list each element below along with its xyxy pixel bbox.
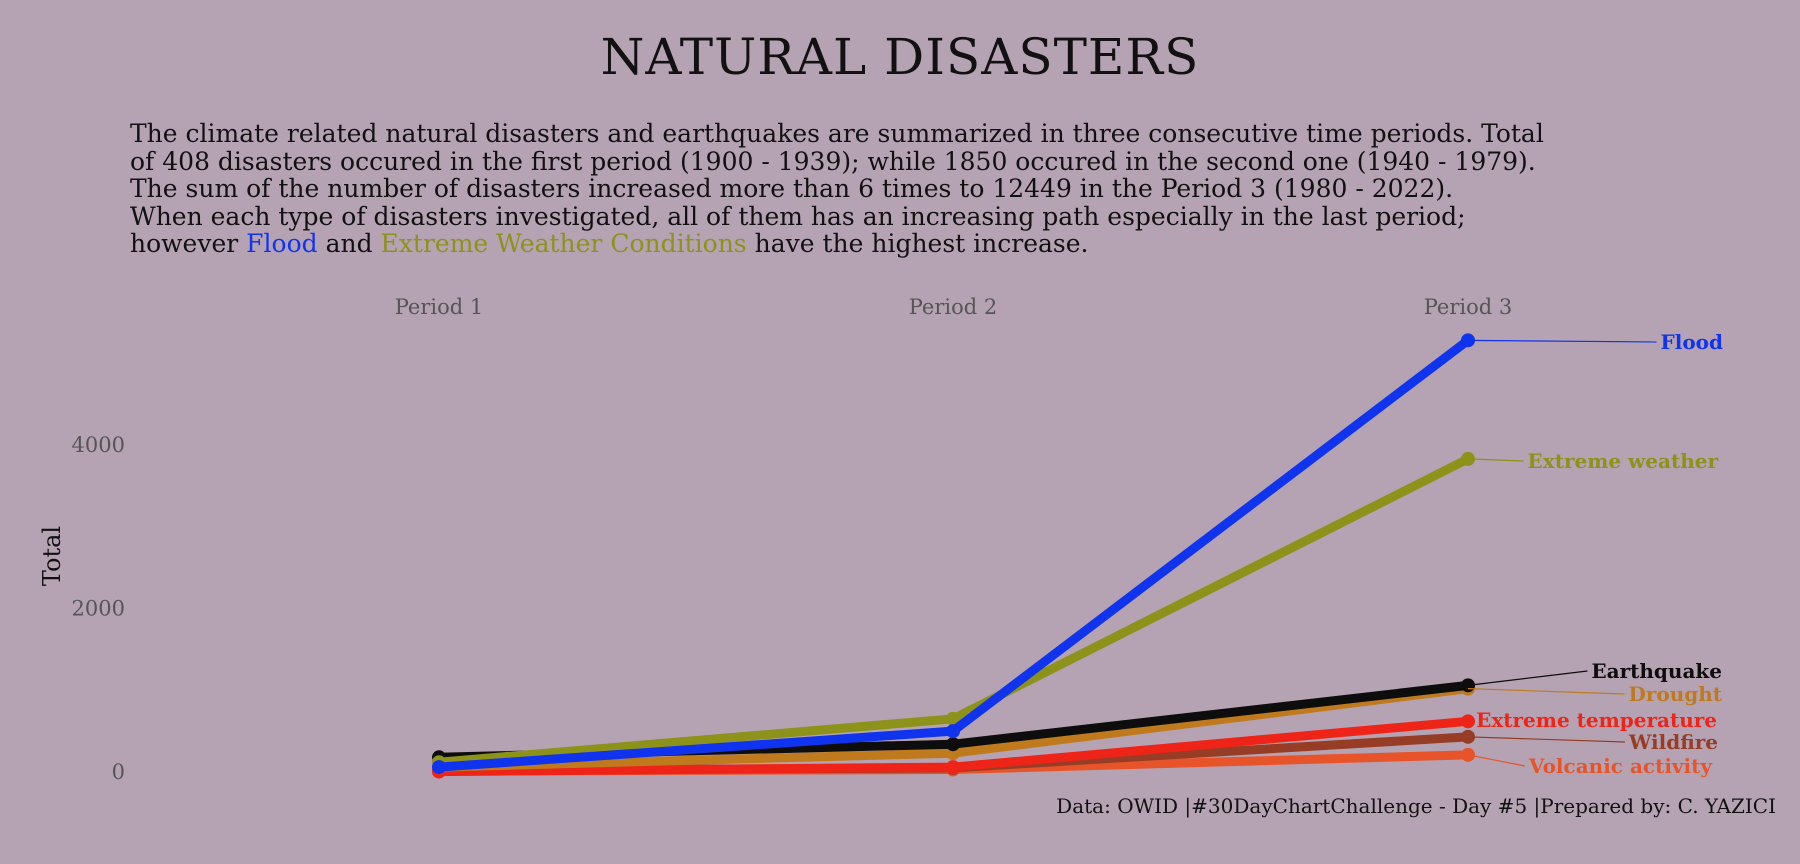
data-point [946, 724, 960, 739]
series-label: Drought [1628, 682, 1722, 706]
series-label: Wildfire [1628, 730, 1718, 754]
label-leader-line [1467, 719, 1473, 722]
y-tick-label: 2000 [72, 597, 125, 621]
subtitle-tail: have the highest increase. [754, 229, 1089, 258]
subtitle-line-5: however Flood and Extreme Weather Condit… [130, 230, 1710, 258]
subtitle-however: however [130, 229, 239, 258]
data-point [946, 711, 960, 726]
chart-title: NATURAL DISASTERS [600, 28, 1200, 86]
subtitle-line-4: When each type of disasters investigated… [130, 201, 1466, 231]
data-point [946, 760, 960, 775]
subtitle-line-2: of 408 disasters occured in the first pe… [130, 146, 1536, 176]
series-label: Earthquake [1591, 659, 1722, 683]
chart-subtitle: The climate related natural disasters an… [130, 120, 1710, 258]
y-tick-label: 0 [112, 760, 125, 784]
label-leader-line [1467, 736, 1625, 743]
label-leader-line [1467, 754, 1526, 767]
x-tick-label: Period 3 [1424, 295, 1513, 319]
subtitle-flood-highlight: Flood [246, 229, 318, 258]
series-label: Flood [1661, 330, 1723, 354]
label-leader-line [1467, 458, 1524, 462]
y-tick-label: 4000 [72, 433, 125, 457]
data-point [432, 760, 446, 775]
subtitle-line-1: The climate related natural disasters an… [130, 119, 1544, 148]
series-label: Extreme temperature [1476, 708, 1717, 732]
data-point [946, 737, 960, 752]
subtitle-weather-highlight: Extreme Weather Conditions [380, 229, 747, 258]
label-leader-line [1467, 688, 1625, 695]
chart-caption: Data: OWID |#30DayChartChallenge - Day #… [1056, 794, 1776, 818]
subtitle-and: and [325, 229, 373, 258]
x-tick-label: Period 1 [395, 295, 484, 319]
series-label: Volcanic activity [1528, 754, 1713, 778]
series-label: Extreme weather [1528, 449, 1719, 473]
subtitle-line-3: The sum of the number of disasters incre… [130, 174, 1454, 203]
label-leader-line [1467, 670, 1588, 686]
label-leader-line [1467, 339, 1657, 343]
x-tick-label: Period 2 [909, 295, 998, 319]
y-axis-title: Total [38, 526, 66, 586]
